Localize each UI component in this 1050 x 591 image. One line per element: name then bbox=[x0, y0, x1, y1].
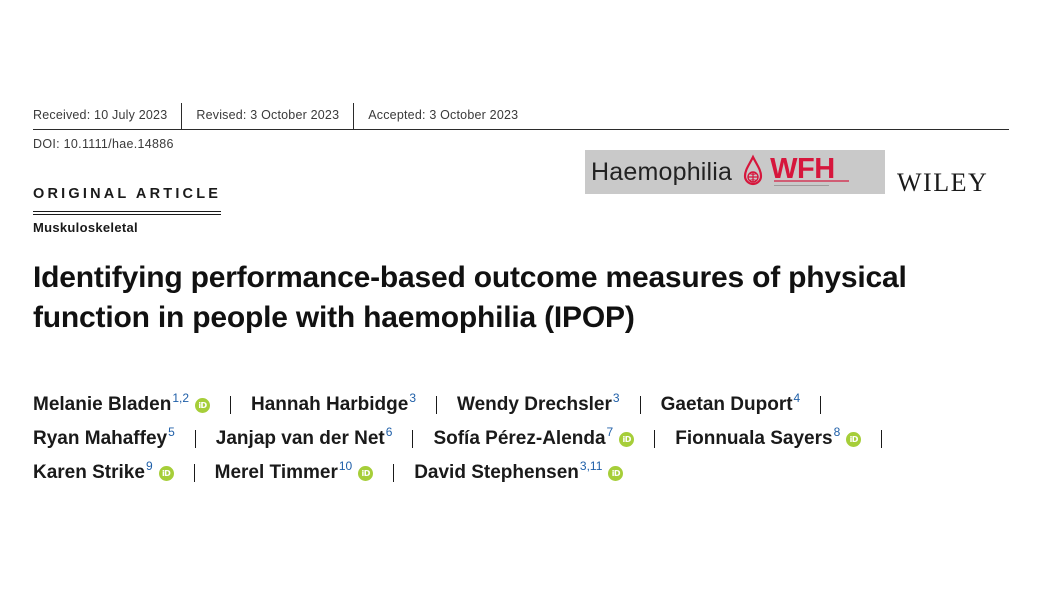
date-divider bbox=[353, 103, 355, 129]
author-name: Wendy Drechsler bbox=[457, 394, 612, 415]
author-item[interactable]: Karen Strike 9 iD bbox=[33, 459, 174, 484]
wfh-logo-subline bbox=[774, 180, 850, 182]
author-name: David Stephensen bbox=[414, 462, 579, 483]
author-line: Melanie Bladen 1,2 iD Hannah Harbidge 3 Wen… bbox=[33, 388, 1033, 422]
author-separator bbox=[639, 396, 641, 414]
author-name: Hannah Harbidge bbox=[251, 394, 409, 415]
orcid-icon[interactable]: iD bbox=[608, 465, 624, 481]
affiliation-ref[interactable]: 3 bbox=[409, 391, 417, 405]
author-separator bbox=[820, 396, 822, 414]
author-separator bbox=[436, 396, 438, 414]
author-name: Melanie Bladen bbox=[33, 394, 172, 415]
affiliation-ref[interactable]: 7 bbox=[606, 425, 614, 439]
article-title: Identifying performance-based outcome me… bbox=[33, 261, 907, 334]
author-separator bbox=[654, 430, 656, 448]
article-section: Muskuloskeletal bbox=[33, 220, 138, 235]
author-item[interactable]: Ryan Mahaffey 5 bbox=[33, 425, 175, 450]
affiliation-ref[interactable]: 4 bbox=[793, 391, 801, 405]
author-name: Fionnuala Sayers bbox=[675, 428, 833, 449]
orcid-icon[interactable]: iD bbox=[358, 465, 374, 481]
orcid-icon[interactable]: iD bbox=[619, 431, 635, 447]
author-item[interactable]: Sofía Pérez-Alenda 7 iD bbox=[433, 425, 635, 450]
author-item[interactable]: Wendy Drechsler 3 bbox=[457, 391, 620, 416]
author-item[interactable]: Merel Timmer 10 iD bbox=[214, 459, 374, 484]
author-separator bbox=[194, 430, 196, 448]
orcid-icon[interactable]: iD bbox=[195, 397, 211, 413]
wfh-logo: WFH bbox=[740, 150, 850, 194]
affiliation-ref[interactable]: 9 bbox=[145, 459, 153, 473]
author-name: Karen Strike bbox=[33, 462, 145, 483]
affiliation-ref[interactable]: 1,2 bbox=[172, 391, 190, 405]
author-item[interactable]: David Stephensen 3,11 iD bbox=[414, 459, 624, 484]
author-name: Gaetan Duport bbox=[660, 394, 793, 415]
author-name: Sofía Pérez-Alenda bbox=[433, 428, 606, 449]
article-dates: Received: 10 July 2023 Revised: 3 Octobe… bbox=[33, 103, 1009, 130]
author-separator bbox=[230, 396, 232, 414]
wfh-logo-text: WFH bbox=[770, 152, 835, 185]
affiliation-ref[interactable]: 6 bbox=[385, 425, 393, 439]
author-item[interactable]: Gaetan Duport 4 bbox=[660, 391, 801, 416]
affiliation-ref[interactable]: 3 bbox=[612, 391, 620, 405]
orcid-icon[interactable]: iD bbox=[158, 465, 174, 481]
journal-badge: Haemophilia WFH bbox=[585, 150, 885, 194]
author-name: Merel Timmer bbox=[214, 462, 338, 483]
author-item[interactable]: Hannah Harbidge 3 bbox=[251, 391, 417, 416]
author-name: Janjap van der Net bbox=[215, 428, 385, 449]
author-name: Ryan Mahaffey bbox=[33, 428, 168, 449]
author-separator bbox=[881, 430, 883, 448]
author-line: Ryan Mahaffey 5 Janjap van der Net 6 Sofía… bbox=[33, 422, 1033, 456]
author-item[interactable]: Janjap van der Net 6 bbox=[215, 425, 393, 450]
author-line: Karen Strike 9 iD Merel Timmer 10 iD David S… bbox=[33, 456, 1033, 490]
date-divider bbox=[181, 103, 183, 129]
accepted-date: Accepted: 3 October 2023 bbox=[368, 108, 519, 122]
author-list: Melanie Bladen 1,2 iD Hannah Harbidge 3 Wen… bbox=[33, 388, 1033, 490]
affiliation-ref[interactable]: 3,11 bbox=[579, 459, 603, 473]
wfh-logo-icon bbox=[744, 154, 763, 186]
journal-name: Haemophilia bbox=[591, 157, 733, 186]
publisher-logo: WILEY bbox=[897, 168, 989, 197]
author-item[interactable]: Fionnuala Sayers 8 iD bbox=[675, 425, 862, 450]
doi-link[interactable]: DOI: 10.1111/hae.14886 bbox=[33, 137, 174, 151]
wfh-logo-subline bbox=[774, 185, 830, 186]
revised-date: Revised: 3 October 2023 bbox=[196, 108, 340, 122]
orcid-icon[interactable]: iD bbox=[846, 431, 862, 447]
author-item[interactable]: Melanie Bladen 1,2 iD bbox=[33, 391, 211, 416]
affiliation-ref[interactable]: 5 bbox=[168, 425, 175, 439]
received-date: Received: 10 July 2023 bbox=[33, 108, 168, 122]
author-separator bbox=[193, 464, 195, 482]
author-separator bbox=[412, 430, 414, 448]
affiliation-ref[interactable]: 10 bbox=[338, 459, 353, 473]
author-separator bbox=[393, 464, 395, 482]
affiliation-ref[interactable]: 8 bbox=[833, 425, 841, 439]
article-type: ORIGINAL ARTICLE bbox=[33, 186, 222, 215]
